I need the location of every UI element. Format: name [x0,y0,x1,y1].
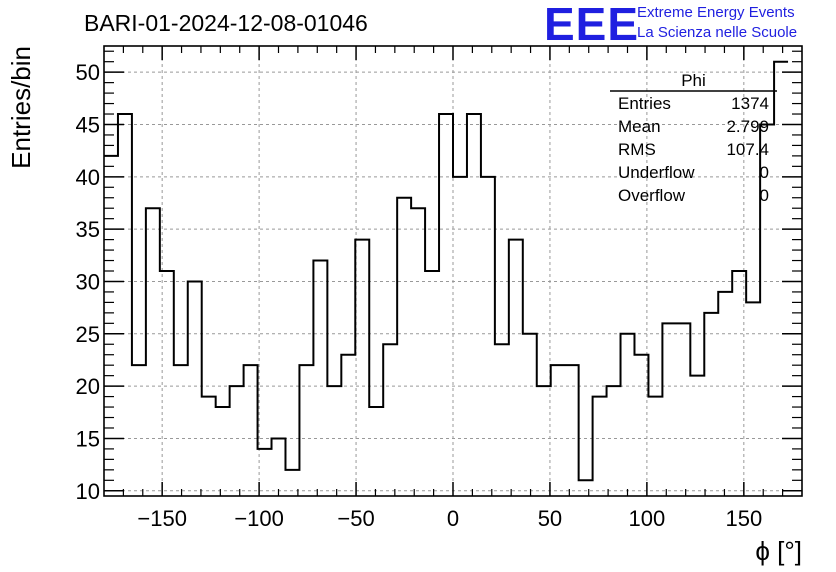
stats-value: 0 [760,163,769,182]
histogram-bin [537,386,551,496]
stats-value: 0 [760,186,769,205]
x-tick-label: 0 [447,506,459,531]
histogram-bin [662,323,676,496]
histogram-bin [509,240,523,496]
stats-box: Phi Entries 1374 Mean 2.799 RMS 107.4 Underflo… [610,71,777,205]
chart-title: BARI-01-2024-12-08-01046 [84,10,368,36]
histogram-bin [481,177,495,496]
plot-frame [103,45,803,497]
y-tick-label: 30 [76,269,100,294]
histogram-bin [383,344,397,496]
histogram-bin [607,386,621,496]
y-tick-label: 15 [76,426,100,451]
y-tick-label: 45 [76,112,100,137]
histogram-bin [174,365,188,496]
histogram-bin [216,407,230,496]
stats-label: Overflow [618,186,686,205]
y-tick-label: 35 [76,217,100,242]
histogram-line [104,60,789,482]
histogram-bin [411,208,425,496]
y-tick-labels: 10 15 20 25 30 35 40 45 50 [76,60,100,504]
histogram-bin [425,271,439,496]
x-tick-label: −100 [234,506,284,531]
histogram-bin [621,334,635,496]
histogram-bin [746,302,760,496]
histogram-bin [146,208,160,496]
histogram-bin [634,355,648,496]
logo-subtitle-line2: La Scienza nelle Scuole [637,24,798,41]
y-tick-label: 20 [76,374,100,399]
x-tick-label: −150 [137,506,187,531]
y-axis-label: Entries/bin [6,46,36,169]
histogram-bin [593,397,607,496]
histogram-bin [523,334,537,496]
stats-value: 107.4 [726,140,769,159]
histogram-bin [369,407,383,496]
stats-box-title: Phi [681,71,706,90]
stats-label: Mean [618,117,661,136]
histogram-bin [495,344,509,496]
histogram-bin [132,365,146,496]
histogram-bin [355,240,369,496]
histogram-bin [244,365,258,496]
y-tick-label: 40 [76,165,100,190]
histogram-bin [676,323,690,496]
histogram-bin [202,397,216,496]
histogram-bin [341,355,355,496]
eee-logo: EEE [544,0,640,50]
histogram-bin [272,438,286,496]
stats-label: RMS [618,140,656,159]
logo-subtitle-line1: Extreme Energy Events [637,4,795,21]
x-tick-labels: −150 −100 −50 0 50 100 150 [137,506,762,531]
histogram-bin [313,261,327,496]
histogram-bin [453,177,467,496]
histogram-bin [690,376,704,496]
histogram-bin [327,386,341,496]
histogram-bin [648,397,662,496]
x-axis-label: ϕ [°] [755,536,802,566]
histogram-bin [188,281,202,496]
histogram-bin [230,386,244,496]
histogram-bin [704,313,718,496]
stats-value: 1374 [731,94,769,113]
y-tick-label: 10 [76,479,100,504]
x-tick-label: 100 [629,506,666,531]
x-tick-label: −50 [337,506,374,531]
histogram-bin [579,480,593,496]
histogram-bins [104,62,788,496]
stats-label: Entries [618,94,671,113]
y-tick-label: 50 [76,60,100,85]
x-tick-label: 150 [725,506,762,531]
stats-value: 2.799 [726,117,769,136]
axis-ticks [104,46,802,496]
histogram-bin [718,292,732,496]
histogram-bin [299,365,313,496]
stats-label: Underflow [618,163,695,182]
histogram-bin [551,365,565,496]
histogram-bin [104,156,118,496]
histogram-bin [774,62,788,496]
histogram-bin [565,365,579,496]
x-tick-label: 50 [538,506,562,531]
histogram-bin [397,198,411,496]
y-tick-label: 25 [76,322,100,347]
